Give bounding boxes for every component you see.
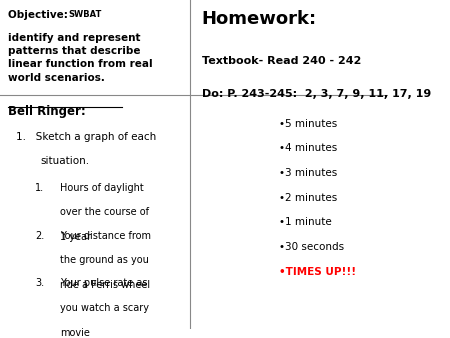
Text: Hours of daylight: Hours of daylight [60,183,144,193]
Text: •5 minutes: •5 minutes [279,119,338,128]
Text: 1 year: 1 year [60,232,91,242]
Text: Your pulse rate as: Your pulse rate as [60,278,148,288]
Text: SWBAT: SWBAT [68,10,101,19]
Text: 1.   Sketch a graph of each: 1. Sketch a graph of each [16,132,156,142]
Text: •3 minutes: •3 minutes [279,168,338,178]
Text: 3.: 3. [35,278,44,288]
Text: 2.: 2. [35,231,44,241]
Text: •4 minutes: •4 minutes [279,143,338,153]
Text: Homework:: Homework: [202,10,317,28]
Text: ride a Ferris wheel: ride a Ferris wheel [60,280,150,290]
Text: over the course of: over the course of [60,208,149,217]
Text: you watch a scary: you watch a scary [60,303,149,313]
Text: •TIMES UP!!!: •TIMES UP!!! [279,267,356,277]
Text: Your distance from: Your distance from [60,231,151,241]
Text: •1 minute: •1 minute [279,217,332,227]
Text: •2 minutes: •2 minutes [279,193,338,203]
Text: identify and represent
patterns that describe
linear function from real
world sc: identify and represent patterns that des… [8,33,153,82]
Text: 1.: 1. [35,183,44,193]
Text: •30 seconds: •30 seconds [279,242,345,252]
Text: Bell Ringer:: Bell Ringer: [8,105,86,118]
Text: situation.: situation. [41,156,90,166]
Text: the ground as you: the ground as you [60,255,149,265]
Text: Textbook- Read 240 - 242: Textbook- Read 240 - 242 [202,56,361,66]
Text: movie: movie [60,328,90,338]
Text: Objective:: Objective: [8,10,71,20]
Text: Do: P. 243-245:  2, 3, 7, 9, 11, 17, 19: Do: P. 243-245: 2, 3, 7, 9, 11, 17, 19 [202,89,431,99]
